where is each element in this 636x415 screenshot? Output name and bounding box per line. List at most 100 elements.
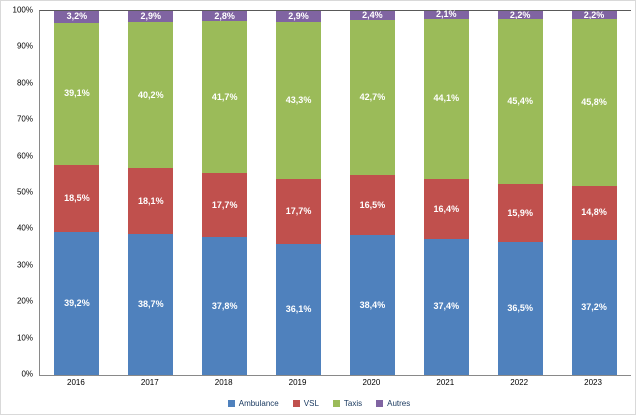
x-axis: 2016 2017 2018 2019 2020 2021 2022 2023 (39, 378, 630, 391)
stacked-bar-2016: 39,2% 18,5% 39,1% 3,2% (54, 11, 100, 375)
y-tick-label: 100% (12, 5, 33, 15)
segment-data-label: 44,1% (433, 93, 460, 104)
bar-segment-autres: 2,9% (128, 11, 174, 22)
y-tick-label: 10% (16, 333, 33, 343)
y-tick-label: 30% (16, 260, 33, 270)
x-category-label: 2020 (362, 378, 381, 387)
bar-segment-autres: 2,4% (349, 9, 395, 20)
x-category-label: 2021 (436, 378, 455, 387)
bar-segment-taxis: 45,8% (571, 19, 617, 186)
bar-segment-autres: 2,9% (276, 11, 322, 22)
bar-segment-ambulance: 39,2% (54, 232, 100, 375)
bar-slot: 36,1% 17,7% 43,3% 2,9% (262, 11, 336, 375)
bar-segment-taxis: 43,3% (276, 21, 322, 180)
bar-segment-ambulance: 36,5% (497, 242, 543, 375)
segment-data-label: 39,1% (64, 88, 90, 99)
x-category-label: 2023 (584, 378, 602, 387)
bar-segment-taxis: 41,7% (202, 21, 248, 173)
segment-data-label: 36,5% (507, 303, 533, 314)
y-tick-label: 60% (16, 151, 33, 161)
segment-data-label: 15,9% (507, 207, 533, 218)
bar-segment-vsl: 16,4% (423, 179, 469, 239)
bar-slot: 36,5% 15,9% 45,4% 2,2% (483, 9, 557, 375)
bar-slot: 37,4% 16,4% 44,1% 2,1% (409, 9, 483, 375)
segment-data-label: 38,4% (359, 299, 386, 310)
segment-data-label: 45,8% (581, 96, 607, 107)
stacked-bar-2019: 36,1% 17,7% 43,3% 2,9% (276, 11, 322, 375)
bar-slot: 37,8% 17,7% 41,7% 2,8% (188, 11, 262, 375)
bar-slot: 38,7% 18,1% 40,2% 2,9% (114, 11, 188, 375)
legend-label: VSL (303, 399, 319, 408)
x-category-label: 2017 (140, 378, 159, 387)
bar-segment-vsl: 16,5% (349, 175, 395, 236)
bar-segment-taxis: 42,7% (349, 19, 395, 176)
bar-segment-taxis: 45,4% (497, 19, 543, 185)
x-category-label: 2016 (67, 378, 85, 387)
segment-data-label: 37,8% (211, 300, 238, 311)
bar-segment-ambulance: 37,8% (202, 237, 248, 375)
segment-data-label: 37,2% (581, 301, 607, 312)
segment-data-label: 17,7% (211, 199, 238, 210)
segment-data-label: 39,2% (64, 298, 90, 309)
bar-segment-vsl: 17,7% (276, 179, 322, 244)
stacked-bar-2018: 37,8% 17,7% 41,7% 2,8% (202, 10, 248, 375)
legend-swatch-icon (332, 400, 340, 407)
segment-data-label: 18,5% (64, 193, 90, 204)
bar-segment-ambulance: 38,7% (128, 234, 174, 375)
bar-slot: 37,2% 14,8% 45,8% 2,2% (557, 9, 631, 375)
bar-slot: 39,2% 18,5% 39,1% 3,2% (40, 11, 114, 375)
y-tick-label: 90% (16, 41, 33, 51)
legend-item-taxis: Taxis (332, 399, 363, 408)
segment-data-label: 2,2% (509, 9, 531, 20)
bar-segment-taxis: 44,1% (423, 18, 469, 180)
bar-segment-autres: 2,1% (423, 9, 469, 20)
bar-segment-autres: 2,2% (497, 9, 543, 20)
segment-data-label: 2,1% (436, 9, 457, 20)
y-tick-label: 70% (16, 114, 33, 124)
segment-data-label: 2,8% (214, 10, 235, 21)
segment-data-label: 42,7% (359, 91, 386, 102)
bar-segment-vsl: 18,1% (128, 168, 174, 235)
segment-data-label: 3,2% (66, 11, 88, 22)
bar-segment-ambulance: 37,2% (571, 239, 617, 375)
segment-data-label: 2,2% (583, 9, 605, 20)
segment-data-label: 18,1% (138, 195, 164, 206)
legend: Ambulance VSL Taxis Autres (1, 399, 635, 408)
segment-data-label: 14,8% (581, 207, 607, 218)
y-axis: 0% 10% 20% 30% 40% 50% 60% 70% 80% 90% 100% (1, 6, 35, 379)
legend-swatch-icon (227, 400, 235, 407)
stacked-bar-2020: 38,4% 16,5% 42,7% 2,4% (349, 9, 395, 375)
y-tick-label: 0% (21, 369, 33, 379)
plot-area: 39,2% 18,5% 39,1% 3,2% 38,7% 18,1% 40,2% 2,9% 37… (39, 10, 631, 376)
y-tick-label: 20% (16, 296, 33, 306)
stacked-bar-2021: 37,4% 16,4% 44,1% 2,1% (423, 9, 469, 375)
bar-segment-vsl: 17,7% (202, 173, 248, 238)
bar-segment-taxis: 39,1% (54, 22, 100, 165)
legend-item-vsl: VSL (292, 399, 319, 408)
bar-segment-autres: 2,8% (202, 10, 248, 22)
segment-data-label: 2,9% (140, 11, 162, 22)
bar-segment-autres: 2,2% (571, 9, 617, 20)
segment-data-label: 2,4% (362, 9, 383, 20)
x-category-label: 2019 (288, 378, 307, 387)
bar-slot: 38,4% 16,5% 42,7% 2,4% (336, 9, 410, 375)
legend-label: Ambulance (238, 399, 279, 408)
segment-data-label: 37,4% (433, 301, 460, 312)
bar-segment-ambulance: 37,4% (423, 238, 469, 375)
bar-segment-vsl: 14,8% (571, 185, 617, 240)
legend-label: Taxis (343, 399, 363, 408)
segment-data-label: 16,5% (359, 199, 386, 210)
bar-segment-taxis: 40,2% (128, 21, 174, 169)
y-tick-label: 80% (16, 78, 33, 88)
y-tick-label: 50% (16, 187, 33, 197)
stacked-bar-2023: 37,2% 14,8% 45,8% 2,2% (571, 9, 617, 375)
segment-data-label: 43,3% (285, 94, 312, 105)
bar-segment-vsl: 18,5% (54, 164, 100, 233)
stacked-bar-2022: 36,5% 15,9% 45,4% 2,2% (497, 9, 543, 375)
x-category-label: 2022 (510, 378, 529, 387)
bar-segment-ambulance: 36,1% (276, 243, 322, 375)
legend-item-ambulance: Ambulance (227, 399, 279, 408)
x-category-label: 2018 (214, 378, 233, 387)
segment-data-label: 45,4% (507, 96, 533, 107)
